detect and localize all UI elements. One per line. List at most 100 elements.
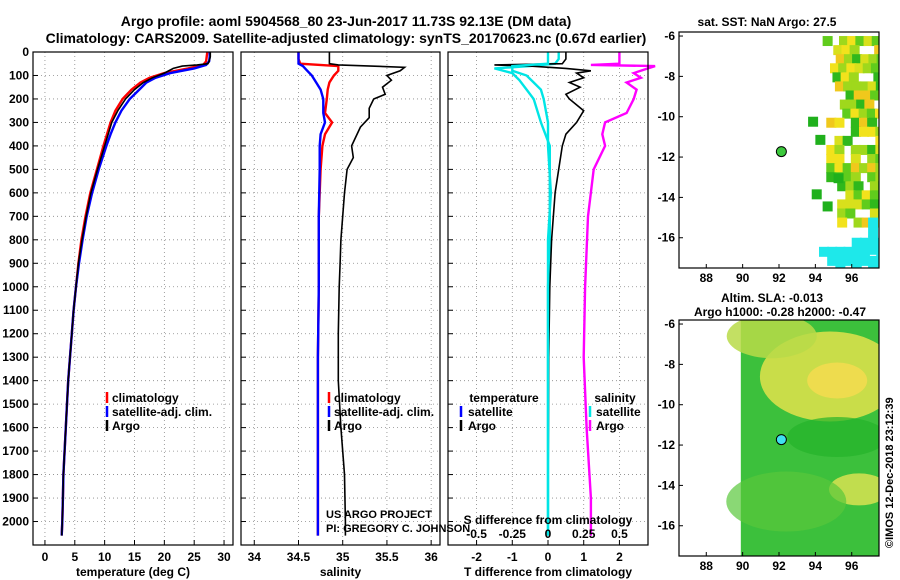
top-tick-label: 0.25 — [572, 527, 596, 541]
cloud-pixel — [868, 217, 879, 228]
sst-pixel — [878, 90, 879, 101]
x-axis-label: T difference from climatology — [464, 565, 632, 579]
map-x-tick: 96 — [845, 559, 859, 573]
sst-pixel — [858, 108, 869, 119]
depth-tick-label: 1000 — [2, 280, 29, 294]
depth-tick-label: 300 — [9, 115, 29, 129]
sst-pixel — [850, 117, 861, 128]
map-y-tick: -14 — [658, 478, 676, 492]
sst-pixel — [811, 189, 822, 200]
sst-pixel — [859, 117, 869, 128]
sst-pixel — [853, 190, 864, 201]
sst-pixel — [864, 99, 875, 110]
sst-pixel — [837, 199, 848, 210]
sst-pixel — [861, 217, 872, 228]
map-x-tick: 92 — [772, 271, 786, 285]
cloud-pixel — [868, 226, 879, 237]
sst-pixel — [833, 45, 844, 56]
imos-timestamp: ©IMOS 12-Dec-2018 23:12:39 — [884, 397, 896, 548]
map-y-tick: -8 — [664, 357, 675, 371]
x-tick-label: -1 — [507, 550, 518, 564]
cloud-pixel — [835, 264, 846, 268]
map-y-tick: -16 — [658, 519, 676, 533]
sst-pixel — [837, 181, 848, 192]
sst-pixel — [861, 199, 872, 210]
depth-tick-label: 1300 — [2, 350, 29, 364]
sst-pixel — [875, 108, 879, 119]
sst-pixel — [859, 163, 869, 174]
sst-pixel — [862, 63, 873, 74]
legend-label: satellite — [468, 405, 513, 419]
map-x-tick: 88 — [700, 271, 714, 285]
sst-pixel — [849, 45, 860, 56]
sst-pixel — [863, 36, 874, 47]
sst-pixel — [834, 81, 845, 92]
sst-pixel — [867, 117, 878, 128]
x-axis-label: temperature (deg C) — [76, 565, 190, 579]
cloud-pixel — [868, 244, 879, 255]
sst-pixel — [867, 154, 878, 165]
legend-label: satellite — [596, 405, 641, 419]
map-y-tick: -6 — [664, 317, 675, 331]
sst-map-title: sat. SST: NaN Argo: 27.5 — [698, 15, 837, 29]
legend-label: satellite-adj. clim. — [334, 405, 434, 419]
cloud-pixel — [868, 235, 879, 246]
sst-pixel — [855, 36, 866, 47]
map-x-tick: 92 — [772, 559, 786, 573]
sst-pixel — [826, 163, 837, 174]
x-tick-label: 30 — [217, 550, 231, 564]
x-tick-label: 2 — [616, 550, 623, 564]
series-argo — [328, 52, 407, 536]
sst-pixel — [850, 163, 861, 174]
cloud-pixel — [876, 255, 879, 266]
sst-pixel — [860, 54, 871, 65]
sst-pixel — [870, 63, 879, 74]
argo-float-marker — [775, 146, 787, 158]
legend-label: Argo — [112, 419, 140, 433]
sst-pixel — [845, 208, 856, 219]
depth-tick-label: 100 — [9, 68, 29, 82]
sst-pixel — [850, 154, 861, 165]
sst-pixel — [842, 163, 853, 174]
depth-tick-label: 800 — [9, 233, 29, 247]
map-y-tick: -10 — [658, 110, 676, 124]
panel-frame — [32, 51, 234, 546]
cloud-pixel — [876, 264, 879, 268]
cloud-pixel — [843, 246, 854, 257]
depth-tick-label: 1700 — [2, 444, 29, 458]
x-tick-label: 20 — [158, 550, 172, 564]
top-tick-label: 0.5 — [611, 527, 628, 541]
sst-pixel — [847, 36, 858, 47]
sst-pixel — [850, 144, 861, 155]
legend-label: Argo — [468, 419, 496, 433]
map-field — [726, 320, 879, 556]
sst-pixel — [875, 172, 879, 183]
sst-pixel — [846, 63, 857, 74]
depth-tick-label: 1400 — [2, 374, 29, 388]
x-tick-label: 35.5 — [375, 550, 399, 564]
sst-pixel — [856, 99, 867, 110]
depth-tick-label: 200 — [9, 92, 29, 106]
sst-pixel — [866, 108, 877, 119]
x-axis-label: salinity — [320, 565, 362, 579]
sst-pixel — [815, 134, 826, 145]
cloud-pixel — [835, 246, 846, 257]
sst-pixel — [868, 54, 879, 65]
sst-pixel — [859, 144, 869, 155]
sst-pixel — [826, 172, 837, 183]
sst-pixel — [869, 181, 879, 192]
depth-tick-label: 1200 — [2, 327, 29, 341]
sst-pixel — [861, 90, 872, 101]
sst-pixel — [852, 54, 863, 65]
sst-pixel — [834, 163, 845, 174]
depth-tick-label: 500 — [9, 162, 29, 176]
sst-pixel — [848, 72, 859, 83]
cloud-pixel — [859, 255, 870, 266]
sst-pixel — [851, 81, 862, 92]
top-axis-label: S difference from climatology — [464, 513, 633, 527]
map-x-tick: 90 — [736, 271, 750, 285]
x-tick-label: 10 — [98, 550, 112, 564]
sst-pixel — [834, 154, 845, 165]
sst-pixel — [875, 81, 879, 92]
depth-tick-label: 1600 — [2, 421, 29, 435]
